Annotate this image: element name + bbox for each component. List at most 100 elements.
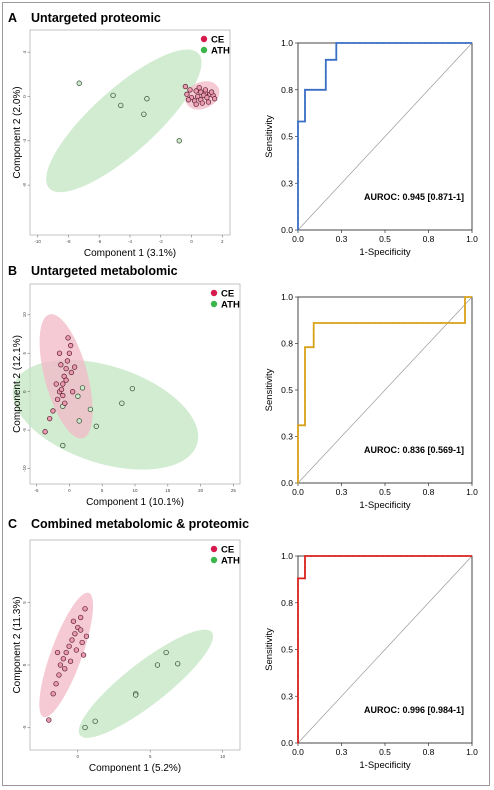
ath-point [118, 102, 124, 109]
roc-curve-point [324, 58, 327, 61]
roc-curve-point [415, 322, 418, 324]
roc-x-axis-label: 1-Specificity [359, 247, 410, 258]
pca-x-tick-label: -10 [34, 239, 41, 244]
roc-curve-point [333, 555, 336, 557]
roc-curve-point [465, 42, 467, 44]
ce-point [54, 649, 61, 656]
pca-x-tick-label: 5 [149, 754, 152, 759]
ce-point [202, 87, 209, 93]
pca-x-tick-label: 2 [221, 239, 224, 244]
roc-plot: 0.00.0 0.3 0.3 0.5 0.5 0.8 0.8 1.0 1.0 AUROC: 0.9… [264, 551, 478, 771]
ath-point [141, 111, 147, 117]
roc-curve-point [375, 555, 378, 557]
roc-x-tick-label: 0.0 [292, 747, 304, 757]
roc-curve-point [405, 555, 408, 557]
roc-curve-point [297, 156, 299, 159]
roc-curve-point [297, 198, 299, 201]
roc-curve-point [445, 322, 448, 324]
ce-point [68, 342, 74, 349]
roc-curve-point [297, 435, 299, 438]
pca-x-tick-label: 0 [68, 488, 71, 493]
roc-curve-point [304, 107, 306, 110]
ce-point [56, 672, 62, 678]
roc-curve-point [394, 42, 397, 44]
roc-curve-point [297, 168, 299, 171]
roc-curve-point [297, 126, 299, 129]
roc-curve-point [297, 180, 299, 183]
auroc-annotation: AUROC: 0.945 [0.871-1] [364, 192, 464, 202]
roc-curve-point [459, 42, 462, 44]
roc-curve-point [429, 42, 432, 44]
roc-curve-point [421, 322, 424, 324]
ce-point [53, 381, 59, 387]
roc-y-tick-label: 0.0 [281, 225, 293, 235]
auroc-annotation: AUROC: 0.996 [0.984-1] [364, 705, 464, 715]
roc-y-tick-label: 1.0 [281, 38, 293, 48]
roc-y-tick-label: 0.3 [281, 178, 293, 188]
ath-point [176, 138, 182, 144]
roc-curve-point [347, 42, 349, 44]
roc-curve-point [357, 555, 360, 557]
roc-curve-point [297, 632, 299, 635]
roc-curve-point [297, 138, 299, 141]
ce-legend-label: CE [211, 35, 224, 46]
roc-curve-point [464, 296, 466, 298]
roc-curve-point [297, 217, 299, 219]
roc-curve-point [409, 322, 412, 324]
roc-curve-point [297, 174, 299, 177]
ath-legend-marker [200, 46, 208, 54]
roc-curve-point [324, 64, 327, 67]
roc-y-tick-label: 0.8 [281, 85, 293, 95]
roc-curve-point [423, 42, 426, 44]
roc-curve-point [304, 382, 306, 385]
roc-curve-point [297, 650, 299, 653]
roc-curve-point [304, 95, 306, 98]
ath-legend-label: ATH [221, 556, 240, 567]
ce-point [78, 614, 84, 621]
roc-curve-point [382, 42, 385, 44]
roc-curve-point [403, 322, 406, 324]
roc-curve-point [441, 42, 444, 44]
roc-curve-point [297, 583, 299, 586]
roc-curve-point [423, 555, 426, 557]
pca-y-tick-label: 4 [22, 50, 27, 53]
roc-y-axis-label: Sensitivity [264, 628, 275, 671]
roc-curve-point [297, 447, 299, 450]
ce-point [58, 386, 65, 393]
pca-plot: 0 5 10 5 0 -5 Component 1 (5.2%) Component 2 (1… [12, 539, 241, 774]
ce-point [184, 91, 190, 97]
ce-point [57, 662, 64, 668]
ce-legend-label: CE [221, 289, 234, 300]
roc-curve-point [304, 376, 306, 379]
roc-x-tick-label: 0.5 [379, 487, 391, 497]
pca-y-tick-label: 5 [22, 601, 27, 604]
ath-point [110, 92, 116, 99]
roc-curve-point [391, 322, 394, 324]
roc-curve-point [361, 322, 364, 324]
roc-curve-point [376, 42, 379, 44]
roc-x-tick-label: 1.0 [466, 487, 478, 497]
ce-point [63, 377, 69, 383]
roc-y-tick-label: 0.8 [281, 339, 293, 349]
roc-curve-point [355, 322, 357, 324]
roc-curve-point [435, 555, 438, 557]
roc-curve-point [297, 577, 299, 580]
roc-curve-point [358, 42, 361, 44]
pca-y-tick-label: -5 [22, 428, 27, 432]
pca-x-tick-label: -8 [66, 239, 70, 244]
roc-x-tick-label: 0.3 [336, 234, 348, 244]
pca-y-axis-label: Component 2 (2.0%) [12, 86, 23, 178]
pca-x-tick-label: 5 [101, 488, 104, 493]
roc-curve-point [458, 322, 460, 324]
roc-curve-point [312, 334, 315, 337]
roc-curve-point [297, 424, 299, 427]
panel-letter: A [8, 11, 17, 25]
roc-y-tick-label: 0.8 [281, 598, 293, 608]
ce-point [62, 666, 68, 672]
pca-y-tick-label: 10 [22, 312, 27, 318]
ce-point [187, 87, 193, 93]
roc-curve-point [304, 358, 306, 361]
ath-point [163, 649, 169, 656]
pca-y-tick-label: 5 [22, 351, 27, 354]
